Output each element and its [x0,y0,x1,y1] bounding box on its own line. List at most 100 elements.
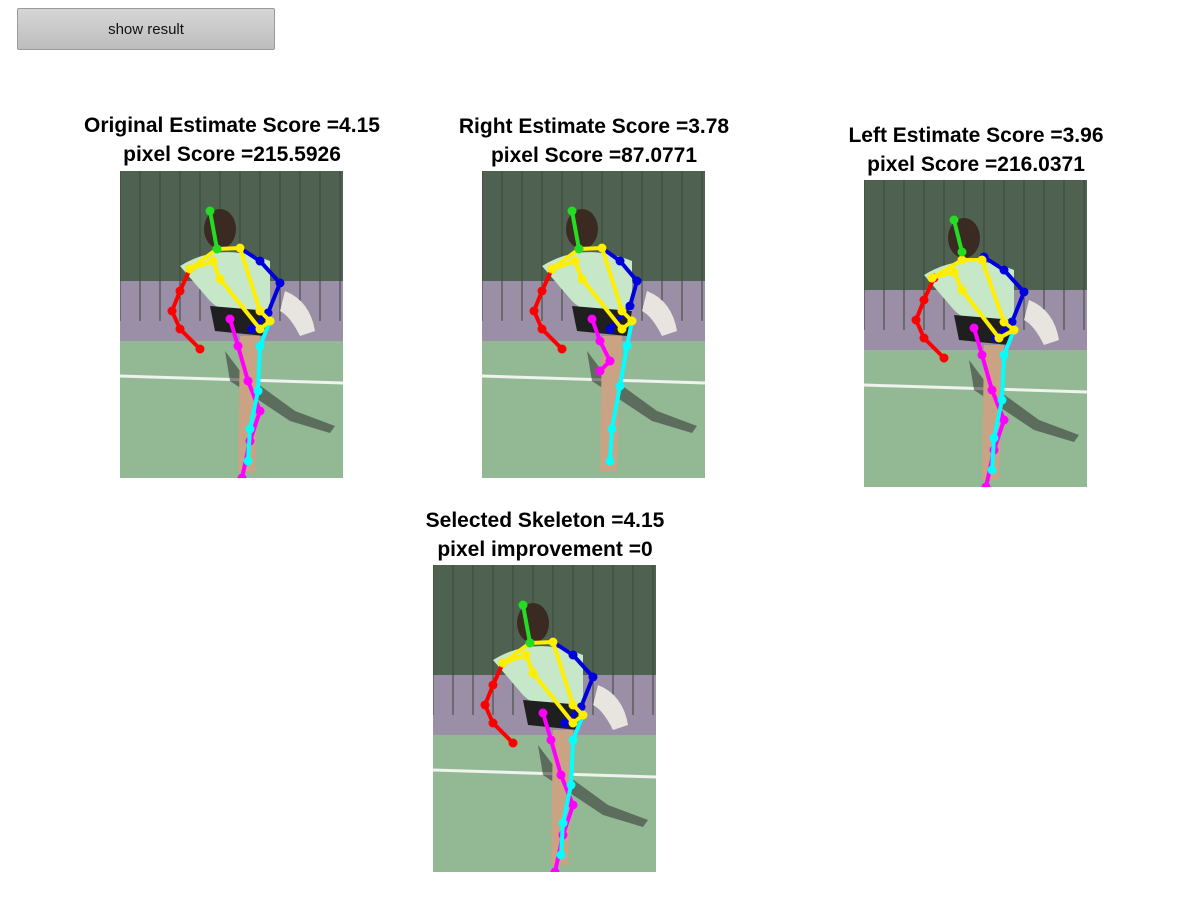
right-arm-joint [615,256,625,266]
panel-selected-title: Selected Skeleton =4.15 pixel improvemen… [345,506,745,564]
right-arm-joint [605,324,615,334]
show-result-button[interactable]: show result [17,8,275,50]
right-leg-joint [997,395,1007,405]
head-joint [525,638,535,648]
player-shoe [1024,300,1059,345]
left-leg-joint [546,735,556,745]
left-leg-joint [568,800,578,810]
torso-joint [185,264,195,274]
left-leg-joint [977,350,987,360]
head-joint [574,244,584,254]
panel-title: Original Estimate Score =4.15 [84,114,380,137]
torso-joint [994,333,1004,343]
torso-joint [597,243,607,253]
right-leg-joint [568,735,578,745]
torso-joint [570,256,580,266]
torso-joint [255,324,265,334]
head-joint [518,600,528,610]
torso-joint [498,658,508,668]
head-limb [952,218,964,254]
torso-joint [577,274,587,284]
right-arm-joint [625,301,635,311]
player-shoe [280,291,315,336]
torso-joint [568,718,578,728]
right-leg-joint [622,341,632,351]
pose-image-right [482,171,705,478]
player-shoe [642,291,677,336]
torso-joint [235,243,245,253]
panel-subtitle: pixel Score =87.0771 [490,144,698,167]
torso-joint [208,256,218,266]
left-arm-joint [175,324,185,334]
player-shirt [924,261,1014,324]
player-shorts [572,306,632,336]
right-leg-joint [243,456,253,466]
torso-joint [999,317,1009,327]
panel-original-title: Original Estimate Score =4.15 pixel Scor… [32,111,432,169]
right-leg-joint [615,381,625,391]
head-joint [567,206,577,216]
right-leg-joint [556,850,566,860]
right-leg-joint [558,818,568,828]
left-leg-joint [255,406,265,416]
torso-joint [927,273,937,283]
head-joint [957,247,967,257]
right-leg-joint [607,424,617,434]
head-limb [208,209,219,251]
pose-image-left [864,180,1087,487]
panel-subtitle: pixel improvement =0 [437,538,653,561]
left-arm-joint [939,353,949,363]
right-arm-joint [632,276,642,286]
torso-joint [215,274,225,284]
torso-joint [957,255,967,265]
left-leg-joint [595,366,605,376]
left-leg-joint [999,415,1009,425]
head-limb [521,603,532,645]
panel-title: Right Estimate Score =3.78 [458,115,730,138]
torso-joint [617,324,627,334]
left-leg-joint [550,867,560,872]
right-arm-joint [999,265,1009,275]
right-arm-joint [1019,287,1029,297]
panel-subtitle: pixel Score =216.0371 [867,153,1085,176]
left-leg-joint [538,708,548,718]
left-arm-joint [919,333,929,343]
right-leg-joint [253,386,263,396]
right-arm-joint [568,650,578,660]
torso-joint [568,700,578,710]
torso-joint [547,264,557,274]
left-leg-joint [225,314,235,324]
panel-right-title: Right Estimate Score =3.78 pixel Score =… [394,112,794,170]
left-arm-joint [167,306,177,316]
left-arm-joint [529,306,539,316]
torso-joint [957,285,967,295]
panel-title: Left Estimate Score =3.96 [848,124,1104,147]
right-leg-joint [987,465,997,475]
torso-joint [977,255,987,265]
left-arm-joint [508,738,518,748]
torso-joint [1009,325,1019,335]
torso-joint [949,267,959,277]
head-limb [570,209,581,251]
player-leg [600,336,622,471]
panel-title: Selected Skeleton =4.15 [425,509,665,532]
right-leg-joint [999,350,1009,360]
torso-joint [627,316,637,326]
left-leg-joint [556,770,566,780]
torso-joint [265,316,275,326]
left-leg-joint [969,323,979,333]
torso-joint [255,306,265,316]
pose-image-selected [433,565,656,872]
torso-joint [617,306,627,316]
left-arm-joint [537,324,547,334]
left-leg-joint [587,314,597,324]
left-leg-joint [595,336,605,346]
left-leg-joint [237,473,247,478]
head-joint [949,215,959,225]
left-arm-joint [488,680,498,690]
panel-left-title: Left Estimate Score =3.96 pixel Score =2… [776,121,1176,179]
right-leg-joint [566,780,576,790]
left-leg-joint [243,376,253,386]
torso-joint [528,668,538,678]
head-joint [205,206,215,216]
